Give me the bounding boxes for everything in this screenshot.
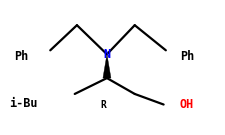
Text: i-Bu: i-Bu	[9, 97, 38, 110]
Text: OH: OH	[180, 98, 194, 111]
Text: R: R	[101, 99, 107, 109]
Text: Ph: Ph	[14, 50, 29, 63]
Polygon shape	[103, 54, 111, 78]
Text: Ph: Ph	[180, 50, 194, 63]
Text: N: N	[103, 48, 110, 61]
